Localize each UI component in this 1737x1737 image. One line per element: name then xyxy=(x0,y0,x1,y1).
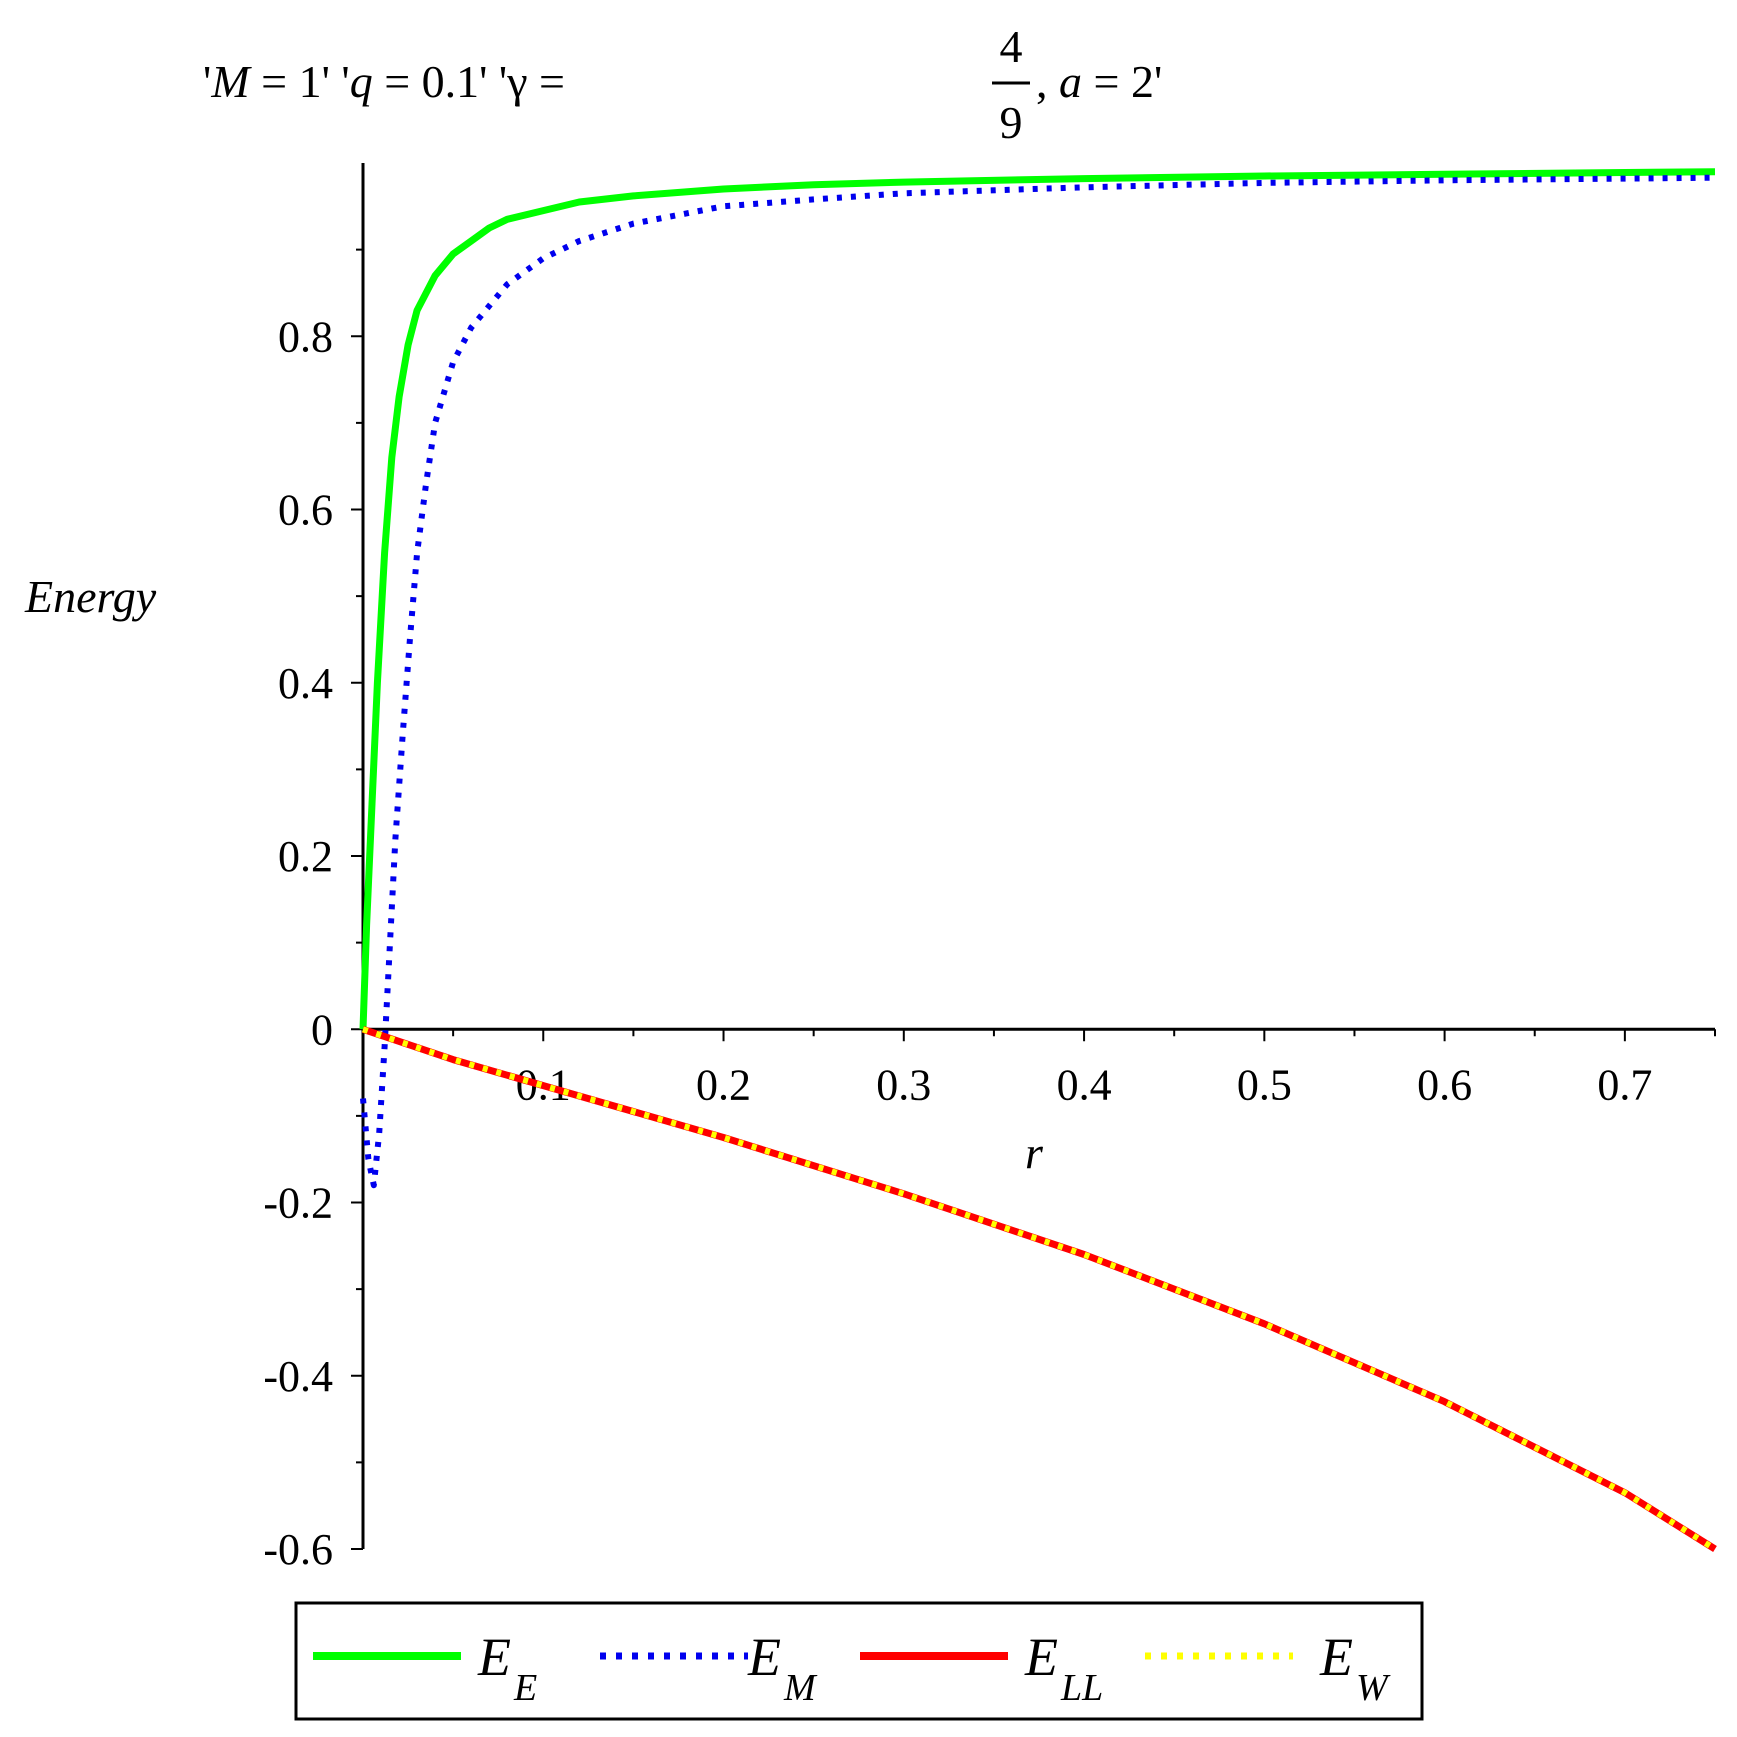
title-fraction-numerator: 4 xyxy=(1000,21,1023,72)
legend-label-subscript: LL xyxy=(1060,1667,1103,1709)
legend-label: E xyxy=(1024,1627,1058,1687)
x-tick-label: 0.5 xyxy=(1237,1060,1292,1109)
legend-label-subscript: E xyxy=(513,1667,537,1709)
y-tick-label: -0.2 xyxy=(263,1179,333,1228)
y-tick-label: 0.2 xyxy=(278,832,333,881)
legend-box xyxy=(294,1601,1424,1721)
x-tick-label: 0.4 xyxy=(1057,1060,1112,1109)
axes xyxy=(351,163,1716,1550)
y-axis-title: Energy xyxy=(24,571,157,622)
x-axis-title: r xyxy=(1025,1127,1044,1178)
y-tick-label: -0.6 xyxy=(263,1525,333,1574)
x-tick-label: 0.3 xyxy=(876,1060,931,1109)
legend-label: E xyxy=(747,1627,781,1687)
title-part-7: a xyxy=(1059,56,1082,107)
title-part-5: = 0.1' 'γ = xyxy=(373,56,565,107)
series-line-e-e xyxy=(359,168,1716,1030)
legend-label-subscript: M xyxy=(783,1667,818,1709)
title-part-4: q xyxy=(350,56,373,107)
title-part-3: = 1' ' xyxy=(250,56,350,107)
x-tick-label: 0.6 xyxy=(1417,1060,1472,1109)
svg-text:'M = 1' 'q = 0.1' 'γ =: 'M = 1' 'q = 0.1' 'γ = xyxy=(203,56,565,107)
x-tick-label: 0.7 xyxy=(1597,1060,1652,1109)
y-tick-label: 0.6 xyxy=(278,486,333,535)
title-part-6: , xyxy=(1036,56,1059,107)
chart-title: 'M = 1' 'q = 0.1' 'γ = 4 9 , a = 2' xyxy=(203,21,1162,148)
series-group xyxy=(359,168,1717,1552)
title-fraction-denominator: 9 xyxy=(1000,97,1023,148)
title-part-2: M xyxy=(210,56,252,107)
legend-label: E xyxy=(1319,1627,1353,1687)
y-tick-label: 0.8 xyxy=(278,312,333,361)
series-line-e-m xyxy=(360,174,1716,1189)
title-part-1: ' xyxy=(203,56,211,107)
title-part-8: = 2' xyxy=(1082,56,1162,107)
x-tick-label: 0.2 xyxy=(696,1060,751,1109)
y-tick-label: 0 xyxy=(311,1005,333,1054)
svg-text:, a = 2': , a = 2' xyxy=(1036,56,1162,107)
legend-label-subscript: W xyxy=(1356,1667,1391,1709)
y-tick-label: 0.4 xyxy=(278,659,333,708)
legend-label: E xyxy=(477,1627,511,1687)
tick-labels: -0.6-0.4-0.200.20.40.60.80.1 0.2 0.3 0.4 0.5… xyxy=(263,312,1652,1574)
series-line-e-w xyxy=(362,1026,1717,1552)
y-tick-label: -0.4 xyxy=(263,1352,333,1401)
